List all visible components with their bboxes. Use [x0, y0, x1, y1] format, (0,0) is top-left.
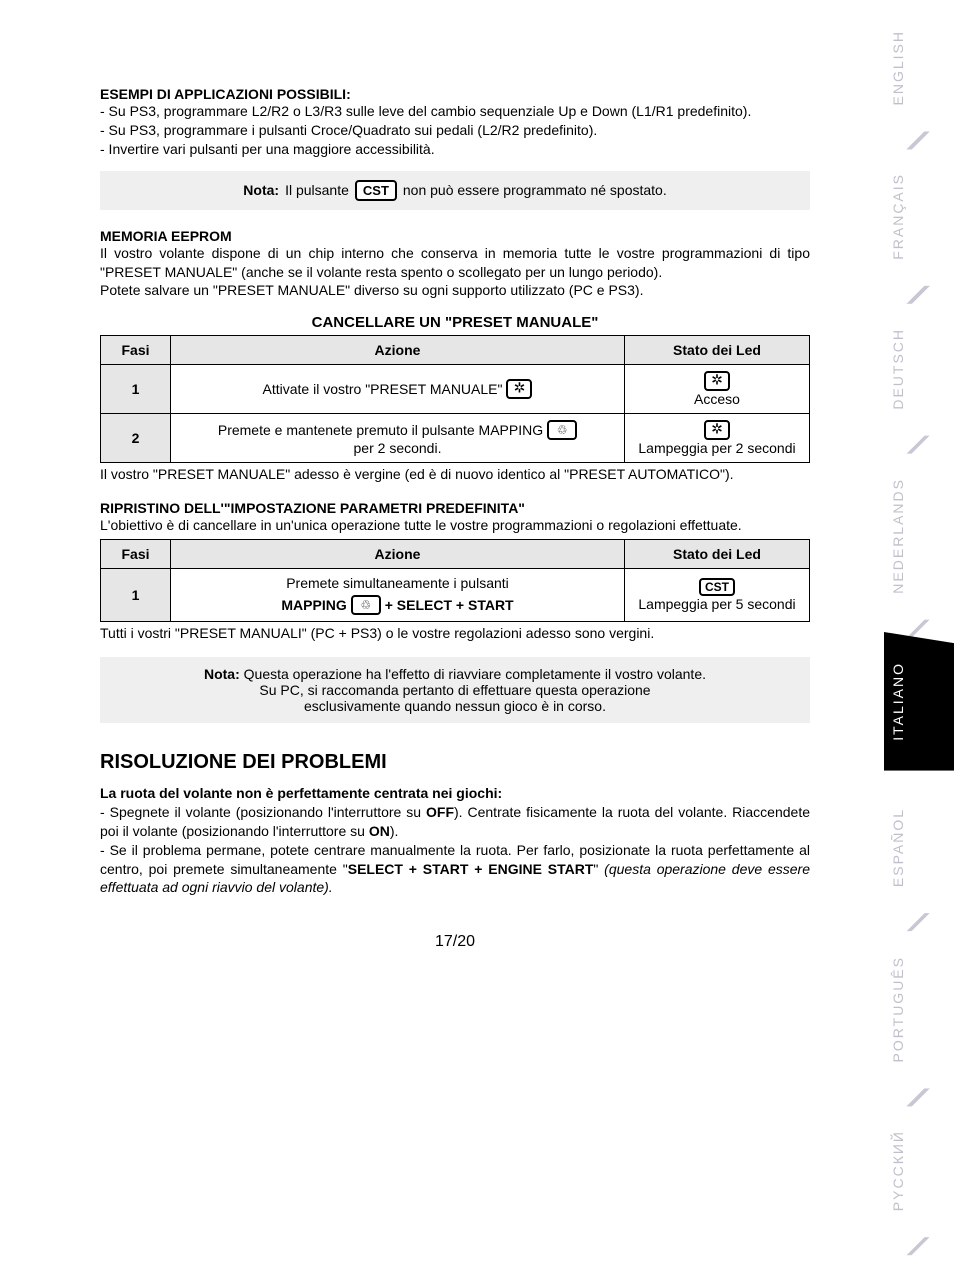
language-tabs: ENGLISH FRANÇAIS DEUTSCH NEDERLANDS ITAL…	[884, 0, 954, 1272]
lang-tab-italiano[interactable]: ITALIANO	[884, 632, 954, 771]
th-phase: Fasi	[101, 336, 171, 365]
phase-cell: 2	[101, 414, 171, 463]
examples-line-0: - Su PS3, programmare L2/R2 o L3/R3 sull…	[100, 102, 810, 121]
lang-tab-russian[interactable]: PYCCКИЙ	[884, 1100, 954, 1241]
page-content: ESEMPI DI APPLICAZIONI POSSIBILI: - Su P…	[0, 0, 870, 991]
cancel-table-title: CANCELLARE UN "PRESET MANUALE"	[100, 314, 810, 331]
led-blink-icon	[704, 420, 730, 440]
p1-off: OFF	[426, 804, 454, 820]
troubleshoot-q1: La ruota del volante non è perfettamente…	[100, 784, 810, 803]
examples-line-2: - Invertire vari pulsanti per una maggio…	[100, 140, 810, 159]
eeprom-line-1: Potete salvare un "PRESET MANUALE" diver…	[100, 281, 810, 300]
examples-heading: ESEMPI DI APPLICAZIONI POSSIBILI:	[100, 86, 810, 102]
lang-tab-nederlands[interactable]: NEDERLANDS	[884, 448, 954, 624]
examples-line-1: - Su PS3, programmare i pulsanti Croce/Q…	[100, 121, 810, 140]
action-cell: Attivate il vostro "PRESET MANUALE"	[171, 365, 625, 414]
th-phase: Fasi	[101, 540, 171, 569]
cst-led-icon: CST	[699, 578, 735, 596]
phase-cell: 1	[101, 569, 171, 622]
table-row: 2 Premete e mantenete premuto il pulsant…	[101, 414, 810, 463]
reset-action-line1: Premete simultaneamente i pulsanti	[179, 575, 616, 591]
eeprom-line-0: Il vostro volante dispone di un chip int…	[100, 244, 810, 282]
phase-cell: 1	[101, 365, 171, 414]
troubleshoot-p2: - Se il problema permane, potete centrar…	[100, 841, 810, 898]
led-cell: CST Lampeggia per 5 secondi	[625, 569, 810, 622]
th-action: Azione	[171, 540, 625, 569]
troubleshoot-heading: RISOLUZIONE DEI PROBLEMI	[100, 751, 810, 774]
eeprom-heading: MEMORIA EEPROM	[100, 228, 810, 244]
note2-line-0: Questa operazione ha l'effetto di riavvi…	[244, 666, 706, 682]
mapping-button-icon	[547, 420, 577, 440]
troubleshoot-p1: - Spegnete il volante (posizionando l'in…	[100, 803, 810, 841]
reset-subline: L'obiettivo è di cancellare in un'unica …	[100, 516, 810, 535]
lang-tab-espanol[interactable]: ESPAÑOL	[884, 778, 954, 917]
page-number: 17/20	[100, 933, 810, 951]
reset-table: Fasi Azione Stato dei Led 1 Premete simu…	[100, 539, 810, 622]
reset-after-text: Tutti i vostri "PRESET MANUALI" (PC + PS…	[100, 624, 810, 643]
lang-tab-francais[interactable]: FRANÇAIS	[884, 143, 954, 290]
reset-mapping-label: MAPPING	[281, 597, 346, 613]
p2-cmd: SELECT + START + ENGINE START	[348, 861, 594, 877]
p1-on: ON	[369, 823, 390, 839]
led-cell: Lampeggia per 2 secondi	[625, 414, 810, 463]
th-led: Stato dei Led	[625, 336, 810, 365]
lang-tab-portugues[interactable]: PORTUGUÊS	[884, 926, 954, 1092]
action-text-b: per 2 secondi.	[179, 440, 616, 456]
cancel-preset-table: Fasi Azione Stato dei Led 1 Attivate il …	[100, 335, 810, 463]
note1-after: non può essere programmato né spostato.	[403, 182, 667, 198]
cst-button-icon: CST	[355, 180, 397, 201]
note2-line-2: esclusivamente quando nessun gioco è in …	[113, 698, 797, 714]
note-box-1: Nota: Il pulsante CST non può essere pro…	[100, 171, 810, 210]
led-text: Acceso	[633, 391, 801, 407]
lang-tab-deutsch[interactable]: DEUTSCH	[884, 298, 954, 440]
th-led: Stato dei Led	[625, 540, 810, 569]
reset-action-suffix: + SELECT + START	[385, 597, 514, 613]
led-text: Lampeggia per 2 secondi	[633, 440, 801, 456]
th-action: Azione	[171, 336, 625, 365]
action-text-a: Premete e mantenete premuto il pulsante …	[218, 422, 543, 438]
note1-before: Il pulsante	[285, 182, 349, 198]
mapping-button-icon	[351, 595, 381, 615]
p2-b: "	[593, 861, 604, 877]
note-box-2: Nota: Questa operazione ha l'effetto di …	[100, 657, 810, 723]
preset-led-icon	[506, 379, 532, 399]
led-on-icon	[704, 371, 730, 391]
reset-heading: RIPRISTINO DELL'"IMPOSTAZIONE PARAMETRI …	[100, 500, 810, 516]
table-row: 1 Attivate il vostro "PRESET MANUALE" Ac…	[101, 365, 810, 414]
action-text: Attivate il vostro "PRESET MANUALE"	[263, 381, 503, 397]
cancel-after-text: Il vostro "PRESET MANUALE" adesso è verg…	[100, 465, 810, 484]
table-row: 1 Premete simultaneamente i pulsanti MAP…	[101, 569, 810, 622]
led-cell: Acceso	[625, 365, 810, 414]
action-cell: Premete simultaneamente i pulsanti MAPPI…	[171, 569, 625, 622]
note2-line-1: Su PC, si raccomanda pertanto di effettu…	[113, 682, 797, 698]
p1-a: - Spegnete il volante (posizionando l'in…	[100, 804, 426, 820]
note2-label: Nota:	[204, 666, 240, 682]
note1-label: Nota:	[243, 182, 279, 198]
p1-c: ).	[390, 823, 399, 839]
action-cell: Premete e mantenete premuto il pulsante …	[171, 414, 625, 463]
led-text: Lampeggia per 5 secondi	[633, 596, 801, 612]
lang-tab-english[interactable]: ENGLISH	[884, 0, 954, 135]
